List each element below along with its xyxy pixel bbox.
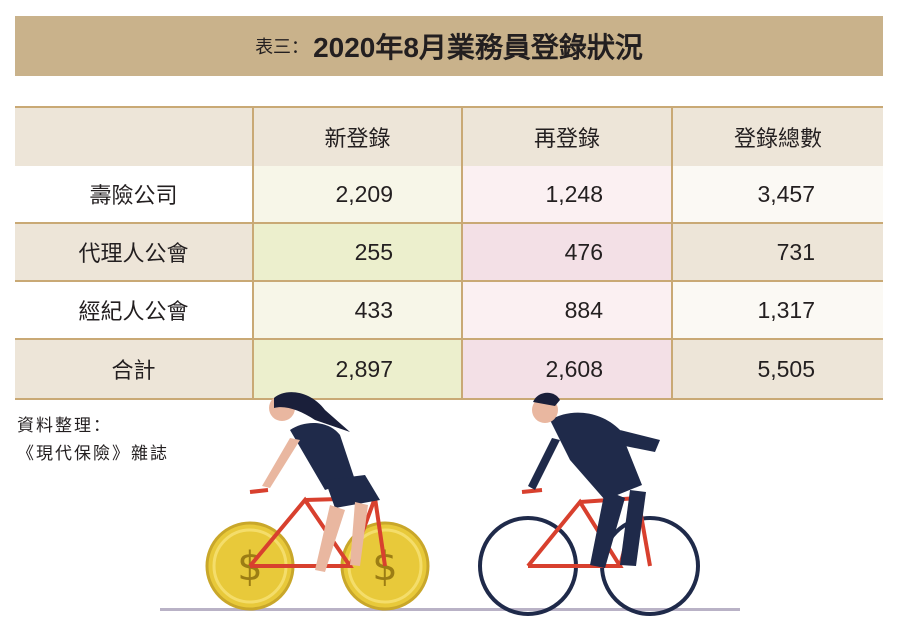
- header-re-registration: 再登錄: [463, 108, 673, 166]
- table-row: 經紀人公會 433 884 1,317: [15, 282, 883, 340]
- cell-new: 255: [254, 224, 463, 280]
- row-label: 代理人公會: [15, 224, 254, 280]
- header-cell-empty: [15, 108, 254, 166]
- title-banner: 表三： 2020年8月業務員登錄狀況: [15, 16, 883, 76]
- table-number: 表三：: [255, 37, 310, 58]
- table-header-row: 新登錄 再登錄 登錄總數: [15, 108, 883, 166]
- cyclists-illustration: $ $: [160, 392, 740, 616]
- header-total-registration: 登錄總數: [673, 108, 883, 166]
- cell-new: 433: [254, 282, 463, 338]
- table-row-total: 合計 2,897 2,608 5,505: [15, 340, 883, 398]
- cell-re: 476: [463, 224, 673, 280]
- row-label: 合計: [15, 340, 254, 398]
- source-note: 資料整理： 《現代保險》雜誌: [17, 412, 169, 468]
- registration-table: 新登錄 再登錄 登錄總數 壽險公司 2,209 1,248 3,457 代理人公…: [15, 106, 883, 400]
- source-label: 資料整理：: [17, 416, 112, 436]
- svg-text:$: $: [372, 544, 397, 590]
- header-new-registration: 新登錄: [254, 108, 463, 166]
- table-row: 壽險公司 2,209 1,248 3,457: [15, 166, 883, 224]
- source-publication: 《現代保險》雜誌: [17, 444, 169, 464]
- cell-re: 884: [463, 282, 673, 338]
- row-label: 壽險公司: [15, 166, 254, 222]
- cell-new: 2,209: [254, 166, 463, 222]
- cell-re: 1,248: [463, 166, 673, 222]
- table-row: 代理人公會 255 476 731: [15, 224, 883, 282]
- man-cyclist-icon: [478, 392, 700, 616]
- cell-total: 1,317: [673, 282, 883, 338]
- cell-new: 2,897: [254, 340, 463, 398]
- cell-re: 2,608: [463, 340, 673, 398]
- page-title: 2020年8月業務員登錄狀況: [313, 32, 643, 63]
- woman-cyclist-icon: $ $: [205, 392, 430, 611]
- cell-total: 3,457: [673, 166, 883, 222]
- cell-total: 5,505: [673, 340, 883, 398]
- cell-total: 731: [673, 224, 883, 280]
- row-label: 經紀人公會: [15, 282, 254, 338]
